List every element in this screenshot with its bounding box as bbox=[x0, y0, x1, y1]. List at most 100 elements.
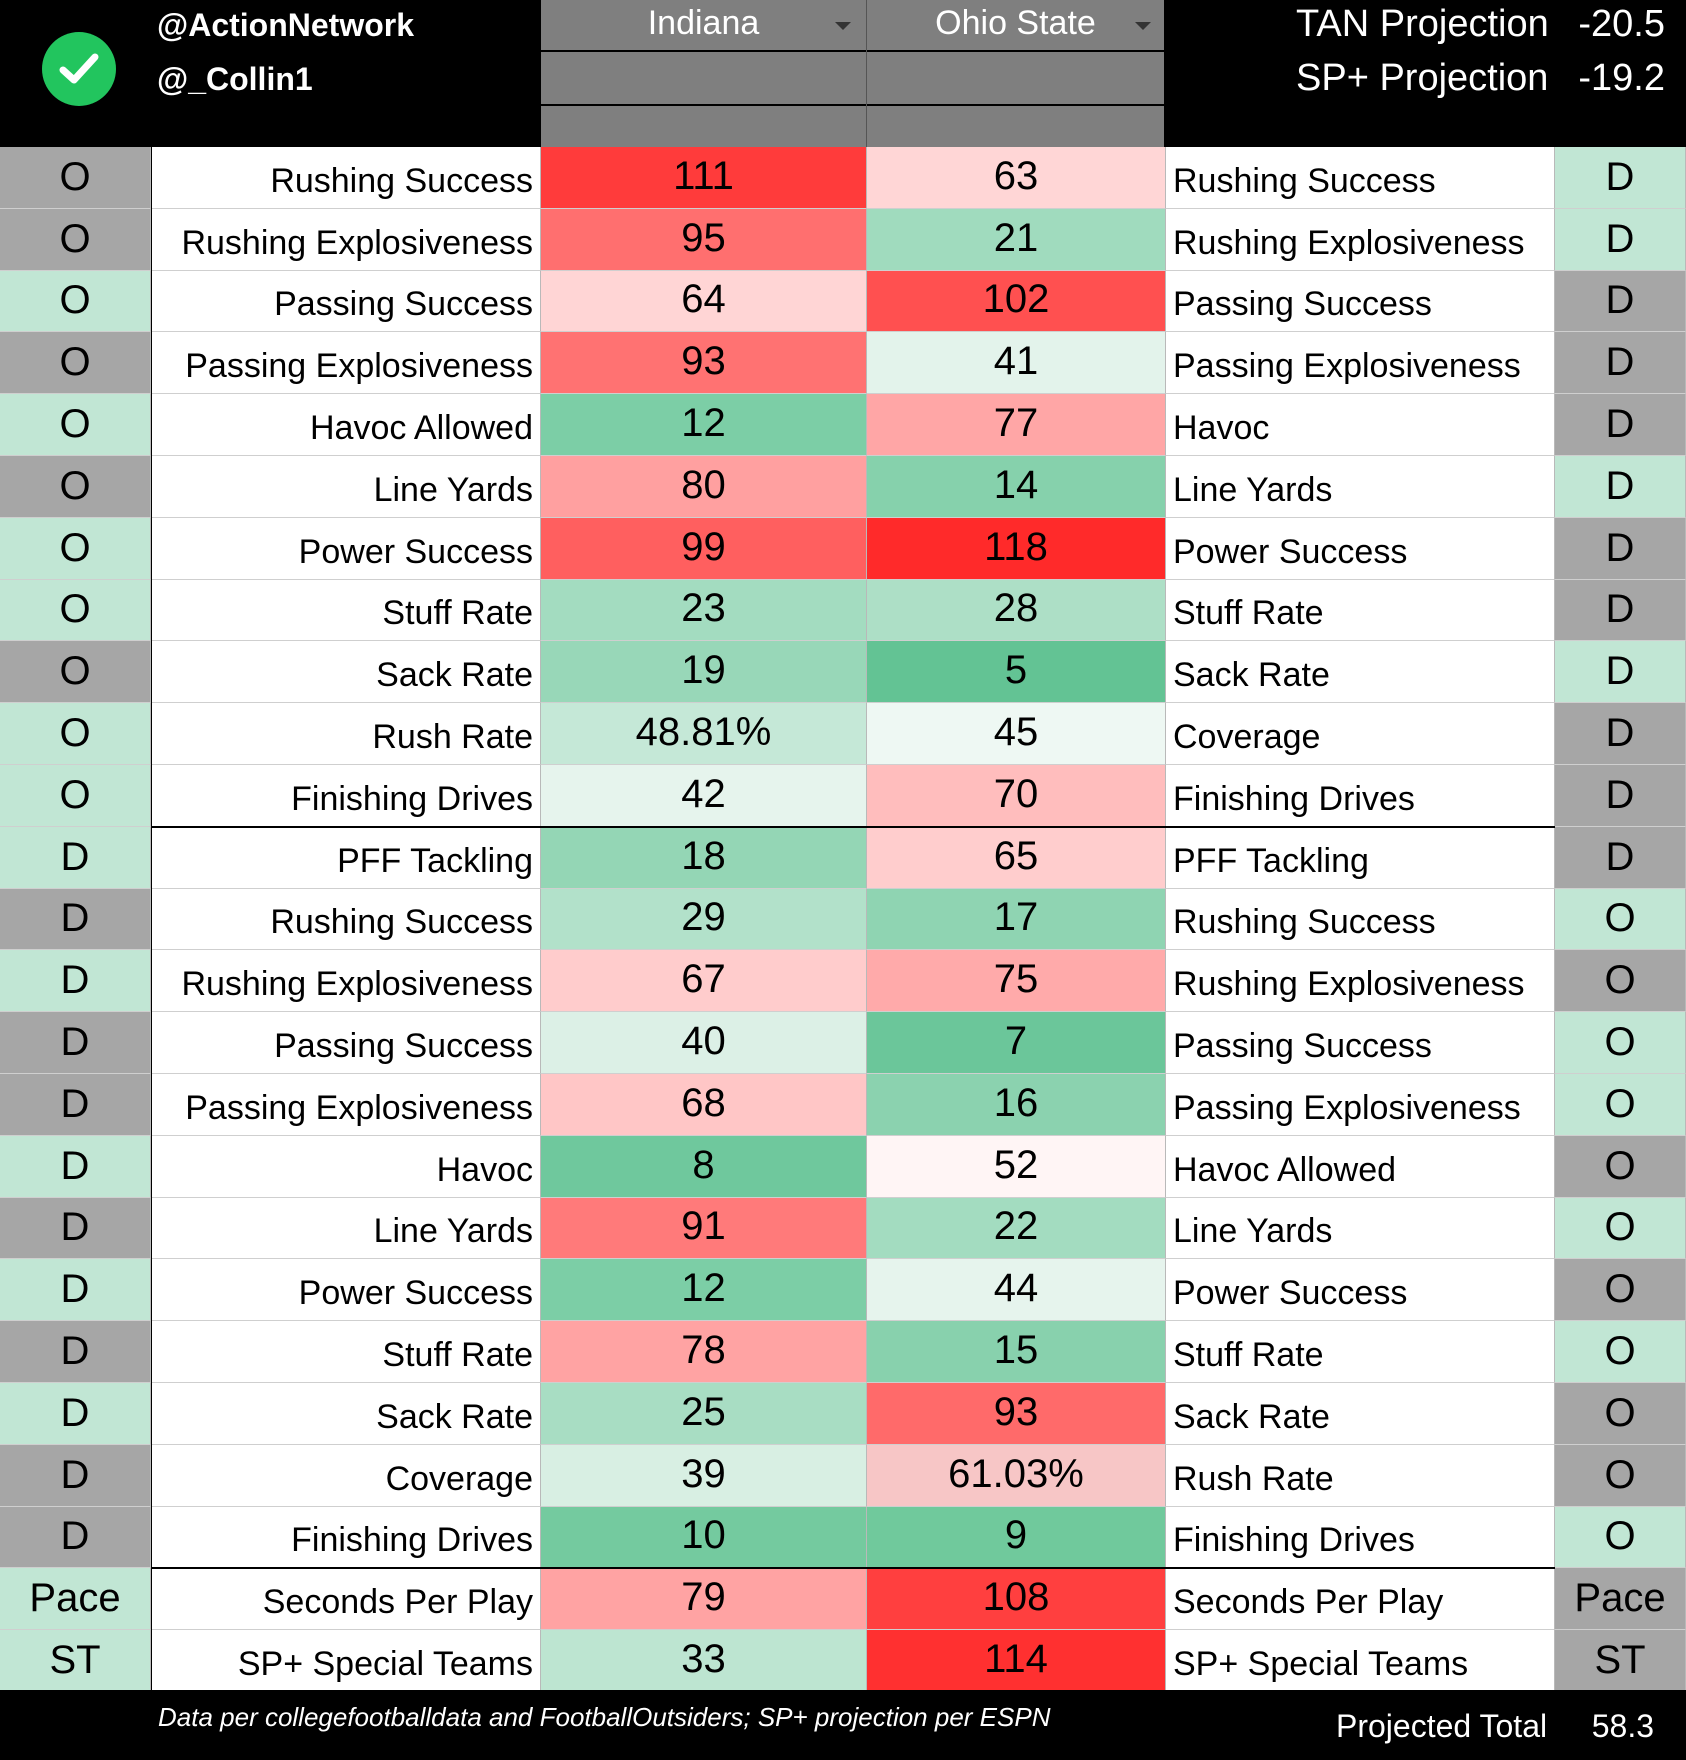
right-stat-value[interactable]: 63 bbox=[867, 147, 1166, 209]
left-side-cell[interactable]: D bbox=[0, 1197, 151, 1260]
right-side-cell[interactable]: O bbox=[1555, 1012, 1686, 1074]
left-stat-value[interactable]: 99 bbox=[541, 517, 867, 580]
left-stat-label[interactable]: Finishing Drives bbox=[152, 765, 541, 827]
right-stat-value[interactable]: 65 bbox=[867, 826, 1166, 889]
right-stat-label[interactable]: Coverage bbox=[1166, 703, 1555, 765]
right-stat-value[interactable]: 22 bbox=[867, 1197, 1166, 1260]
left-stat-label[interactable]: Rush Rate bbox=[152, 703, 541, 765]
right-stat-label[interactable]: Stuff Rate bbox=[1166, 579, 1555, 642]
left-side-cell[interactable]: O bbox=[0, 641, 151, 704]
left-side-cell[interactable]: O bbox=[0, 332, 151, 395]
right-stat-label[interactable]: Finishing Drives bbox=[1166, 765, 1555, 827]
right-stat-label[interactable]: Rushing Explosiveness bbox=[1166, 208, 1555, 271]
left-stat-label[interactable]: Stuff Rate bbox=[152, 1321, 541, 1383]
left-stat-value[interactable]: 25 bbox=[541, 1383, 867, 1445]
left-side-cell[interactable]: D bbox=[0, 1444, 151, 1507]
right-stat-label[interactable]: Stuff Rate bbox=[1166, 1321, 1555, 1383]
left-side-cell[interactable]: O bbox=[0, 765, 151, 827]
right-stat-value[interactable]: 15 bbox=[867, 1321, 1166, 1383]
right-stat-label[interactable]: Passing Explosiveness bbox=[1166, 332, 1555, 395]
right-side-cell[interactable]: D bbox=[1555, 765, 1686, 827]
right-stat-value[interactable]: 61.03% bbox=[867, 1444, 1166, 1507]
right-stat-value[interactable]: 21 bbox=[867, 208, 1166, 271]
left-stat-label[interactable]: SP+ Special Teams bbox=[152, 1630, 541, 1692]
right-stat-value[interactable]: 77 bbox=[867, 394, 1166, 456]
left-stat-value[interactable]: 67 bbox=[541, 950, 867, 1013]
right-stat-label[interactable]: Passing Explosiveness bbox=[1166, 1074, 1555, 1136]
left-stat-label[interactable]: Power Success bbox=[152, 517, 541, 580]
right-side-cell[interactable]: O bbox=[1555, 1259, 1686, 1322]
left-stat-value[interactable]: 39 bbox=[541, 1444, 867, 1507]
left-stat-label[interactable]: Finishing Drives bbox=[152, 1506, 541, 1569]
left-stat-label[interactable]: Power Success bbox=[152, 1259, 541, 1322]
left-stat-label[interactable]: Sack Rate bbox=[152, 1383, 541, 1445]
right-side-cell[interactable]: O bbox=[1555, 950, 1686, 1013]
left-stat-value[interactable]: 91 bbox=[541, 1197, 867, 1260]
left-side-cell[interactable]: D bbox=[0, 1074, 151, 1136]
left-stat-label[interactable]: Rushing Success bbox=[152, 147, 541, 209]
right-side-cell[interactable]: D bbox=[1555, 456, 1686, 518]
right-stat-label[interactable]: Rushing Explosiveness bbox=[1166, 950, 1555, 1013]
right-stat-value[interactable]: 41 bbox=[867, 332, 1166, 395]
left-stat-value[interactable]: 64 bbox=[541, 270, 867, 333]
left-side-cell[interactable]: O bbox=[0, 579, 151, 642]
right-side-cell[interactable]: ST bbox=[1555, 1630, 1686, 1692]
right-stat-label[interactable]: Power Success bbox=[1166, 517, 1555, 580]
left-side-cell[interactable]: ST bbox=[0, 1630, 151, 1692]
left-stat-label[interactable]: PFF Tackling bbox=[152, 826, 541, 889]
left-stat-label[interactable]: Coverage bbox=[152, 1444, 541, 1507]
right-stat-label[interactable]: Sack Rate bbox=[1166, 1383, 1555, 1445]
left-side-cell[interactable]: O bbox=[0, 394, 151, 456]
right-stat-value[interactable]: 28 bbox=[867, 579, 1166, 642]
right-side-cell[interactable]: D bbox=[1555, 703, 1686, 765]
left-stat-value[interactable]: 40 bbox=[541, 1012, 867, 1074]
right-stat-label[interactable]: Sack Rate bbox=[1166, 641, 1555, 704]
left-side-cell[interactable]: O bbox=[0, 456, 151, 518]
left-side-cell[interactable]: D bbox=[0, 1321, 151, 1383]
right-stat-label[interactable]: Line Yards bbox=[1166, 1197, 1555, 1260]
left-side-cell[interactable]: O bbox=[0, 147, 151, 209]
right-stat-label[interactable]: Passing Success bbox=[1166, 270, 1555, 333]
right-stat-label[interactable]: SP+ Special Teams bbox=[1166, 1630, 1555, 1692]
right-side-cell[interactable]: O bbox=[1555, 1135, 1686, 1198]
left-side-cell[interactable]: O bbox=[0, 270, 151, 333]
left-side-cell[interactable]: O bbox=[0, 208, 151, 271]
left-side-cell[interactable]: D bbox=[0, 1012, 151, 1074]
left-stat-value[interactable]: 93 bbox=[541, 332, 867, 395]
right-stat-value[interactable]: 44 bbox=[867, 1259, 1166, 1322]
right-stat-value[interactable]: 9 bbox=[867, 1506, 1166, 1569]
right-side-cell[interactable]: Pace bbox=[1555, 1568, 1686, 1631]
left-stat-label[interactable]: Seconds Per Play bbox=[152, 1568, 541, 1631]
right-stat-label[interactable]: Rushing Success bbox=[1166, 888, 1555, 951]
left-stat-label[interactable]: Rushing Explosiveness bbox=[152, 950, 541, 1013]
left-stat-value[interactable]: 111 bbox=[541, 147, 867, 209]
left-stat-value[interactable]: 12 bbox=[541, 1259, 867, 1322]
right-stat-label[interactable]: PFF Tackling bbox=[1166, 826, 1555, 889]
right-side-cell[interactable]: O bbox=[1555, 888, 1686, 951]
left-stat-value[interactable]: 68 bbox=[541, 1074, 867, 1136]
left-side-cell[interactable]: D bbox=[0, 1259, 151, 1322]
right-stat-value[interactable]: 75 bbox=[867, 950, 1166, 1013]
left-stat-value[interactable]: 18 bbox=[541, 826, 867, 889]
left-stat-value[interactable]: 23 bbox=[541, 579, 867, 642]
left-stat-label[interactable]: Stuff Rate bbox=[152, 579, 541, 642]
left-stat-value[interactable]: 79 bbox=[541, 1568, 867, 1631]
right-stat-label[interactable]: Finishing Drives bbox=[1166, 1506, 1555, 1569]
left-stat-label[interactable]: Line Yards bbox=[152, 456, 541, 518]
left-stat-label[interactable]: Passing Explosiveness bbox=[152, 1074, 541, 1136]
right-side-cell[interactable]: O bbox=[1555, 1383, 1686, 1445]
left-stat-label[interactable]: Line Yards bbox=[152, 1197, 541, 1260]
left-stat-label[interactable]: Havoc bbox=[152, 1135, 541, 1198]
left-stat-label[interactable]: Passing Success bbox=[152, 270, 541, 333]
left-stat-value[interactable]: 29 bbox=[541, 888, 867, 951]
left-stat-label[interactable]: Sack Rate bbox=[152, 641, 541, 704]
right-stat-label[interactable]: Line Yards bbox=[1166, 456, 1555, 518]
right-side-cell[interactable]: O bbox=[1555, 1506, 1686, 1569]
right-side-cell[interactable]: O bbox=[1555, 1197, 1686, 1260]
right-side-cell[interactable]: D bbox=[1555, 517, 1686, 580]
right-side-cell[interactable]: D bbox=[1555, 826, 1686, 889]
left-side-cell[interactable]: D bbox=[0, 1506, 151, 1569]
right-side-cell[interactable]: O bbox=[1555, 1321, 1686, 1383]
left-stat-value[interactable]: 78 bbox=[541, 1321, 867, 1383]
left-stat-value[interactable]: 12 bbox=[541, 394, 867, 456]
